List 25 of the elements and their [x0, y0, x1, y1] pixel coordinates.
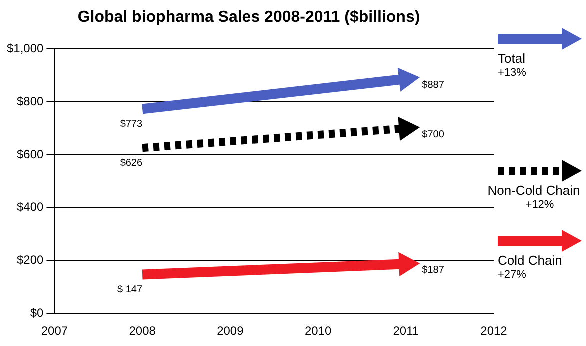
data-label: $887: [422, 80, 445, 91]
x-tick-label: 2007: [41, 324, 68, 338]
y-tick-label: $0: [30, 306, 44, 320]
x-tick-label: 2011: [393, 324, 420, 338]
text: Total: [498, 51, 526, 66]
data-label: $700: [422, 129, 445, 140]
y-tick-label: $400: [17, 200, 44, 214]
y-tick-label: $800: [17, 94, 44, 108]
x-tick-label: 2010: [304, 324, 332, 338]
x-tick-label: 2009: [217, 324, 244, 338]
y-tick-label: $600: [17, 147, 44, 162]
data-label: $187: [422, 264, 445, 276]
data-label: $ 147: [118, 284, 143, 296]
text: +27%: [498, 268, 528, 282]
y-tick-label: $200: [17, 253, 44, 268]
legend-label: Non-Cold Chain: [486, 183, 582, 198]
x-tick-label: 2012: [480, 324, 508, 338]
y-tick-label: $1,000: [7, 42, 44, 56]
data-label: $773: [120, 118, 143, 130]
data-label: $626: [120, 158, 143, 169]
legend-label: Cold Chain: [498, 252, 564, 268]
x-tick-label: 2008: [129, 324, 156, 338]
chart-title: Global biopharma Sales 2008-2011 ($billions): [78, 9, 420, 26]
text: +13%: [498, 66, 528, 80]
text: +12%: [524, 198, 556, 212]
